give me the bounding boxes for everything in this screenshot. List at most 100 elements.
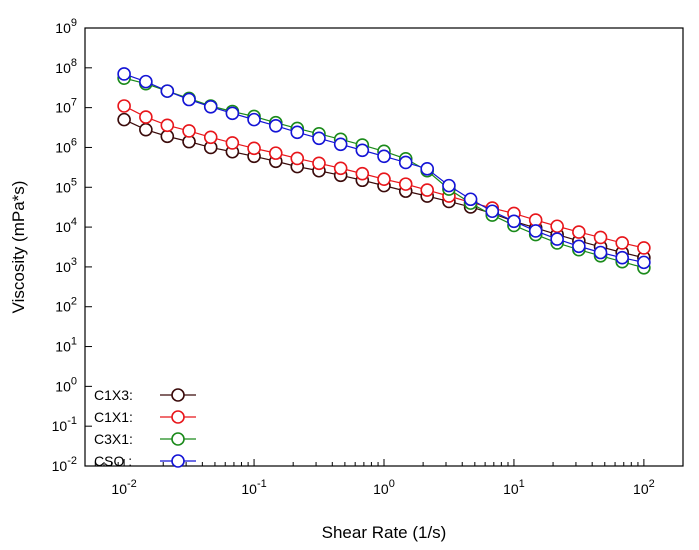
y-tick-base: 10 xyxy=(55,60,71,76)
y-tick-label: 107 xyxy=(55,97,77,116)
x-tick-exponent: 1 xyxy=(519,478,525,490)
x-tick-base: 10 xyxy=(241,481,257,497)
data-point xyxy=(572,239,586,254)
data-point xyxy=(290,125,305,140)
data-point xyxy=(355,166,370,181)
y-tick-base: 10 xyxy=(55,339,71,355)
data-point xyxy=(377,149,391,164)
legend-marker xyxy=(171,388,185,402)
data-point xyxy=(182,124,196,138)
data-point xyxy=(117,67,131,81)
data-point xyxy=(398,155,413,170)
data-point xyxy=(312,156,326,171)
series-layer xyxy=(117,67,651,275)
y-tick-base: 10 xyxy=(52,458,68,474)
legend-label: CSO : xyxy=(94,453,132,469)
data-point xyxy=(463,192,478,207)
y-tick-exponent: 5 xyxy=(71,176,77,188)
data-point xyxy=(377,172,391,186)
x-tick-base: 10 xyxy=(503,481,519,497)
y-tick-exponent: 9 xyxy=(71,17,77,29)
y-tick-base: 10 xyxy=(55,100,71,116)
data-point xyxy=(355,143,370,158)
y-tick-base: 10 xyxy=(52,418,68,434)
y-tick-label: 100 xyxy=(55,375,77,394)
y-tick-base: 10 xyxy=(55,299,71,315)
x-tick-label: 100 xyxy=(373,478,395,497)
data-point xyxy=(139,110,153,124)
data-point xyxy=(615,236,630,250)
data-point xyxy=(160,118,175,133)
y-tick-label: 109 xyxy=(55,17,77,36)
y-tick-label: 105 xyxy=(55,176,77,195)
data-point xyxy=(117,99,131,113)
data-point xyxy=(637,241,651,255)
data-point xyxy=(225,106,240,121)
data-point xyxy=(572,225,586,239)
data-point xyxy=(550,232,564,246)
data-point xyxy=(117,112,131,127)
data-point xyxy=(420,183,434,197)
y-tick-base: 10 xyxy=(55,378,71,394)
x-tick-base: 10 xyxy=(633,481,649,497)
y-tick-label: 103 xyxy=(55,256,77,275)
data-point xyxy=(637,255,651,270)
series-3 xyxy=(117,67,651,270)
data-point xyxy=(507,214,521,229)
y-tick-label: 10-2 xyxy=(52,455,77,474)
y-tick-exponent: 1 xyxy=(71,336,77,348)
y-tick-exponent: 3 xyxy=(71,256,77,268)
y-tick-exponent: 6 xyxy=(71,136,77,148)
y-tick-base: 10 xyxy=(55,139,71,155)
y-tick-exponent: 8 xyxy=(71,57,77,69)
data-point xyxy=(268,118,283,133)
x-tick-label: 102 xyxy=(633,478,655,497)
data-point xyxy=(333,161,348,176)
series-1 xyxy=(117,99,651,255)
legend-marker xyxy=(171,410,185,424)
x-axis-label: Shear Rate (1/s) xyxy=(322,523,447,542)
y-tick-label: 104 xyxy=(55,216,77,235)
data-point xyxy=(420,162,434,176)
legend-label: C1X3: xyxy=(94,387,133,403)
x-tick-base: 10 xyxy=(373,481,389,497)
y-tick-label: 101 xyxy=(55,336,77,355)
data-point xyxy=(139,122,153,137)
data-point xyxy=(312,131,326,146)
y-tick-exponent: 4 xyxy=(71,216,77,228)
y-tick-label: 102 xyxy=(55,296,77,315)
data-point xyxy=(182,92,196,107)
axis-ticks: 10-2 10-1 100 101 10210-210-1100101102103104… xyxy=(52,17,684,497)
legend: C1X3: C1X1: C3X1: CSO : xyxy=(94,387,196,469)
data-point xyxy=(139,74,153,89)
y-tick-label: 108 xyxy=(55,57,77,76)
y-tick-exponent: -1 xyxy=(67,415,77,427)
y-tick-exponent: 2 xyxy=(71,296,77,308)
series-0 xyxy=(117,112,651,265)
y-tick-base: 10 xyxy=(55,259,71,275)
data-point xyxy=(398,177,413,191)
legend-label: C3X1: xyxy=(94,431,133,447)
y-axis-label: Viscosity (mPa*s) xyxy=(9,181,28,314)
y-tick-label: 10-1 xyxy=(52,415,77,434)
y-tick-base: 10 xyxy=(55,219,71,235)
data-point xyxy=(268,146,283,160)
data-point xyxy=(160,129,175,144)
data-point xyxy=(203,99,218,114)
x-tick-exponent: -1 xyxy=(257,478,267,490)
legend-marker xyxy=(171,454,185,468)
data-point xyxy=(615,250,630,265)
series-line xyxy=(123,73,645,263)
data-point xyxy=(203,130,218,145)
y-tick-exponent: -2 xyxy=(67,455,77,467)
data-point xyxy=(247,141,261,156)
data-point xyxy=(485,204,500,219)
y-tick-exponent: 0 xyxy=(71,375,77,387)
data-point xyxy=(247,112,261,127)
y-tick-label: 106 xyxy=(55,136,77,155)
x-tick-exponent: 2 xyxy=(649,478,655,490)
x-tick-exponent: -2 xyxy=(127,478,137,490)
legend-label: C1X1: xyxy=(94,409,133,425)
x-tick-label: 10-1 xyxy=(241,478,266,497)
